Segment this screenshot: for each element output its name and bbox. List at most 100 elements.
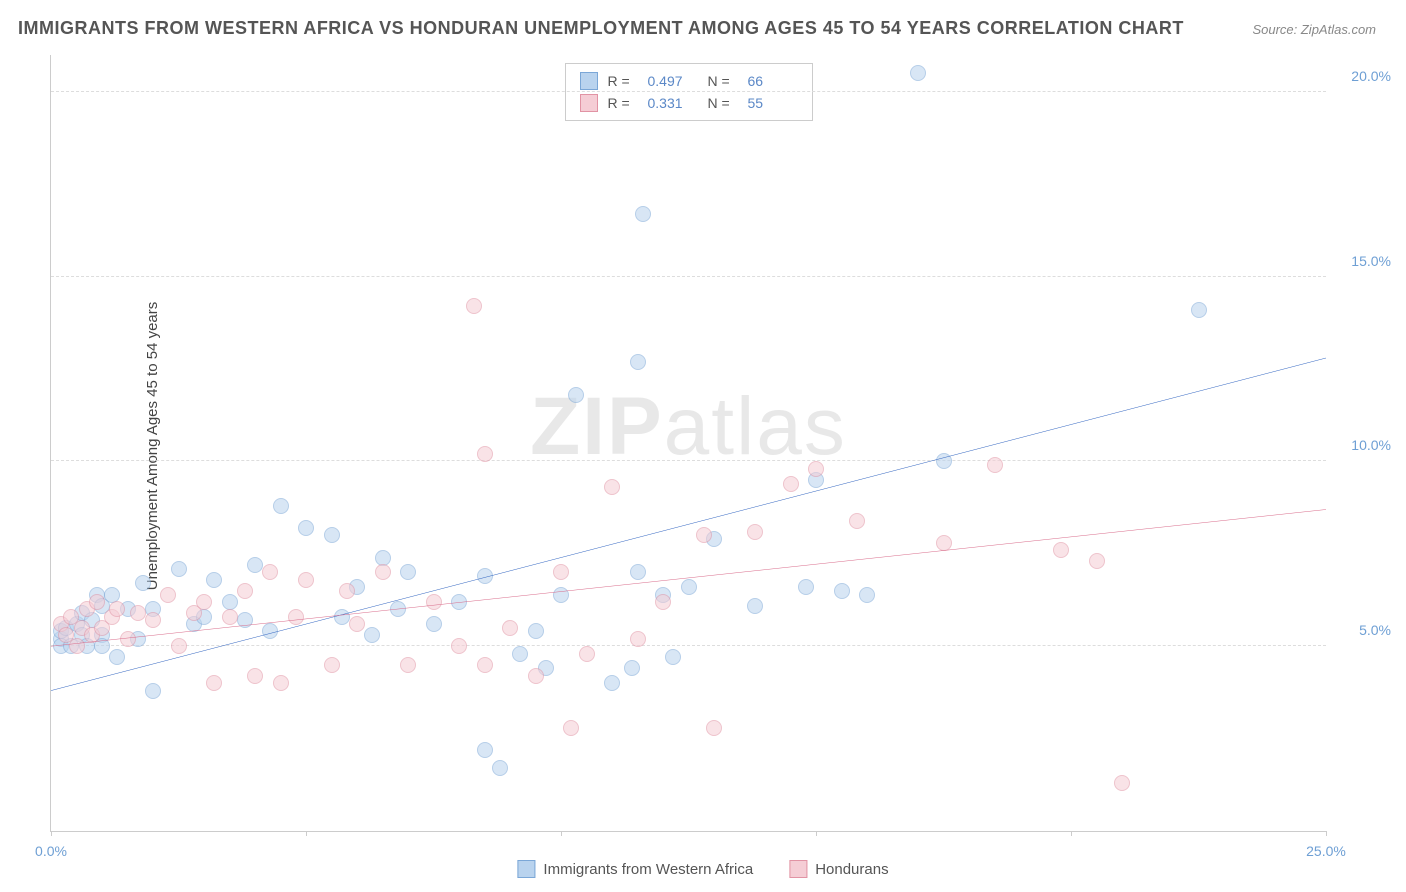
source-attribution: Source: ZipAtlas.com <box>1252 22 1376 37</box>
correlation-row-series-a: R = 0.497 N = 66 <box>580 70 798 92</box>
y-tick-label: 15.0% <box>1331 253 1391 269</box>
x-tick-mark <box>1071 831 1072 836</box>
data-point <box>630 564 646 580</box>
legend-entry-series-b: Hondurans <box>789 860 888 878</box>
n-label: N = <box>708 73 738 89</box>
data-point <box>206 675 222 691</box>
data-point <box>145 683 161 699</box>
data-point <box>262 623 278 639</box>
data-point <box>69 638 85 654</box>
data-point <box>109 601 125 617</box>
data-point <box>936 535 952 551</box>
data-point <box>451 594 467 610</box>
data-point <box>109 649 125 665</box>
data-point <box>247 668 263 684</box>
data-point <box>426 616 442 632</box>
data-point <box>477 657 493 673</box>
data-point <box>849 513 865 529</box>
data-point <box>502 620 518 636</box>
data-point <box>553 587 569 603</box>
data-point <box>298 572 314 588</box>
data-point <box>298 520 314 536</box>
data-point <box>375 550 391 566</box>
data-point <box>375 564 391 580</box>
data-point <box>324 527 340 543</box>
legend-label-series-a: Immigrants from Western Africa <box>543 861 753 878</box>
data-point <box>563 720 579 736</box>
data-point <box>451 638 467 654</box>
data-point <box>783 476 799 492</box>
data-point <box>798 579 814 595</box>
r-label: R = <box>608 95 638 111</box>
watermark-bold: ZIP <box>530 381 664 472</box>
data-point <box>681 579 697 595</box>
data-point <box>747 598 763 614</box>
data-point <box>466 298 482 314</box>
y-tick-label: 20.0% <box>1331 68 1391 84</box>
series-legend: Immigrants from Western Africa Hondurans <box>517 860 888 878</box>
data-point <box>171 561 187 577</box>
data-point <box>1114 775 1130 791</box>
n-value-series-b: 55 <box>748 95 798 111</box>
data-point <box>145 612 161 628</box>
data-point <box>630 354 646 370</box>
data-point <box>910 65 926 81</box>
data-point <box>390 601 406 617</box>
data-point <box>579 646 595 662</box>
swatch-series-b <box>580 94 598 112</box>
trend-line <box>51 358 1326 691</box>
data-point <box>477 446 493 462</box>
data-point <box>936 453 952 469</box>
data-point <box>528 623 544 639</box>
data-point <box>1053 542 1069 558</box>
data-point <box>160 587 176 603</box>
data-point <box>104 587 120 603</box>
data-point <box>624 660 640 676</box>
x-tick-label: 25.0% <box>1306 843 1346 859</box>
data-point <box>630 631 646 647</box>
data-point <box>364 627 380 643</box>
watermark-light: atlas <box>664 381 847 472</box>
gridline <box>51 460 1326 461</box>
data-point <box>655 594 671 610</box>
scatter-chart: ZIPatlas R = 0.497 N = 66 R = 0.331 N = … <box>50 55 1326 832</box>
data-point <box>400 564 416 580</box>
y-tick-label: 10.0% <box>1331 437 1391 453</box>
r-value-series-a: 0.497 <box>648 73 698 89</box>
swatch-series-b <box>789 860 807 878</box>
data-point <box>89 594 105 610</box>
data-point <box>512 646 528 662</box>
data-point <box>604 675 620 691</box>
data-point <box>477 568 493 584</box>
data-point <box>222 594 238 610</box>
data-point <box>568 387 584 403</box>
data-point <box>706 720 722 736</box>
data-point <box>987 457 1003 473</box>
data-point <box>262 564 278 580</box>
data-point <box>196 594 212 610</box>
data-point <box>808 461 824 477</box>
data-point <box>349 616 365 632</box>
data-point <box>635 206 651 222</box>
swatch-series-a <box>517 860 535 878</box>
data-point <box>206 572 222 588</box>
data-point <box>859 587 875 603</box>
data-point <box>237 612 253 628</box>
correlation-legend: R = 0.497 N = 66 R = 0.331 N = 55 <box>565 63 813 121</box>
data-point <box>288 609 304 625</box>
data-point <box>477 742 493 758</box>
data-point <box>324 657 340 673</box>
r-value-series-b: 0.331 <box>648 95 698 111</box>
n-value-series-a: 66 <box>748 73 798 89</box>
gridline <box>51 91 1326 92</box>
x-tick-mark <box>1326 831 1327 836</box>
data-point <box>696 527 712 543</box>
data-point <box>665 649 681 665</box>
data-point <box>237 583 253 599</box>
data-point <box>747 524 763 540</box>
chart-title: IMMIGRANTS FROM WESTERN AFRICA VS HONDUR… <box>18 18 1184 39</box>
data-point <box>120 631 136 647</box>
gridline <box>51 645 1326 646</box>
correlation-row-series-b: R = 0.331 N = 55 <box>580 92 798 114</box>
data-point <box>273 498 289 514</box>
